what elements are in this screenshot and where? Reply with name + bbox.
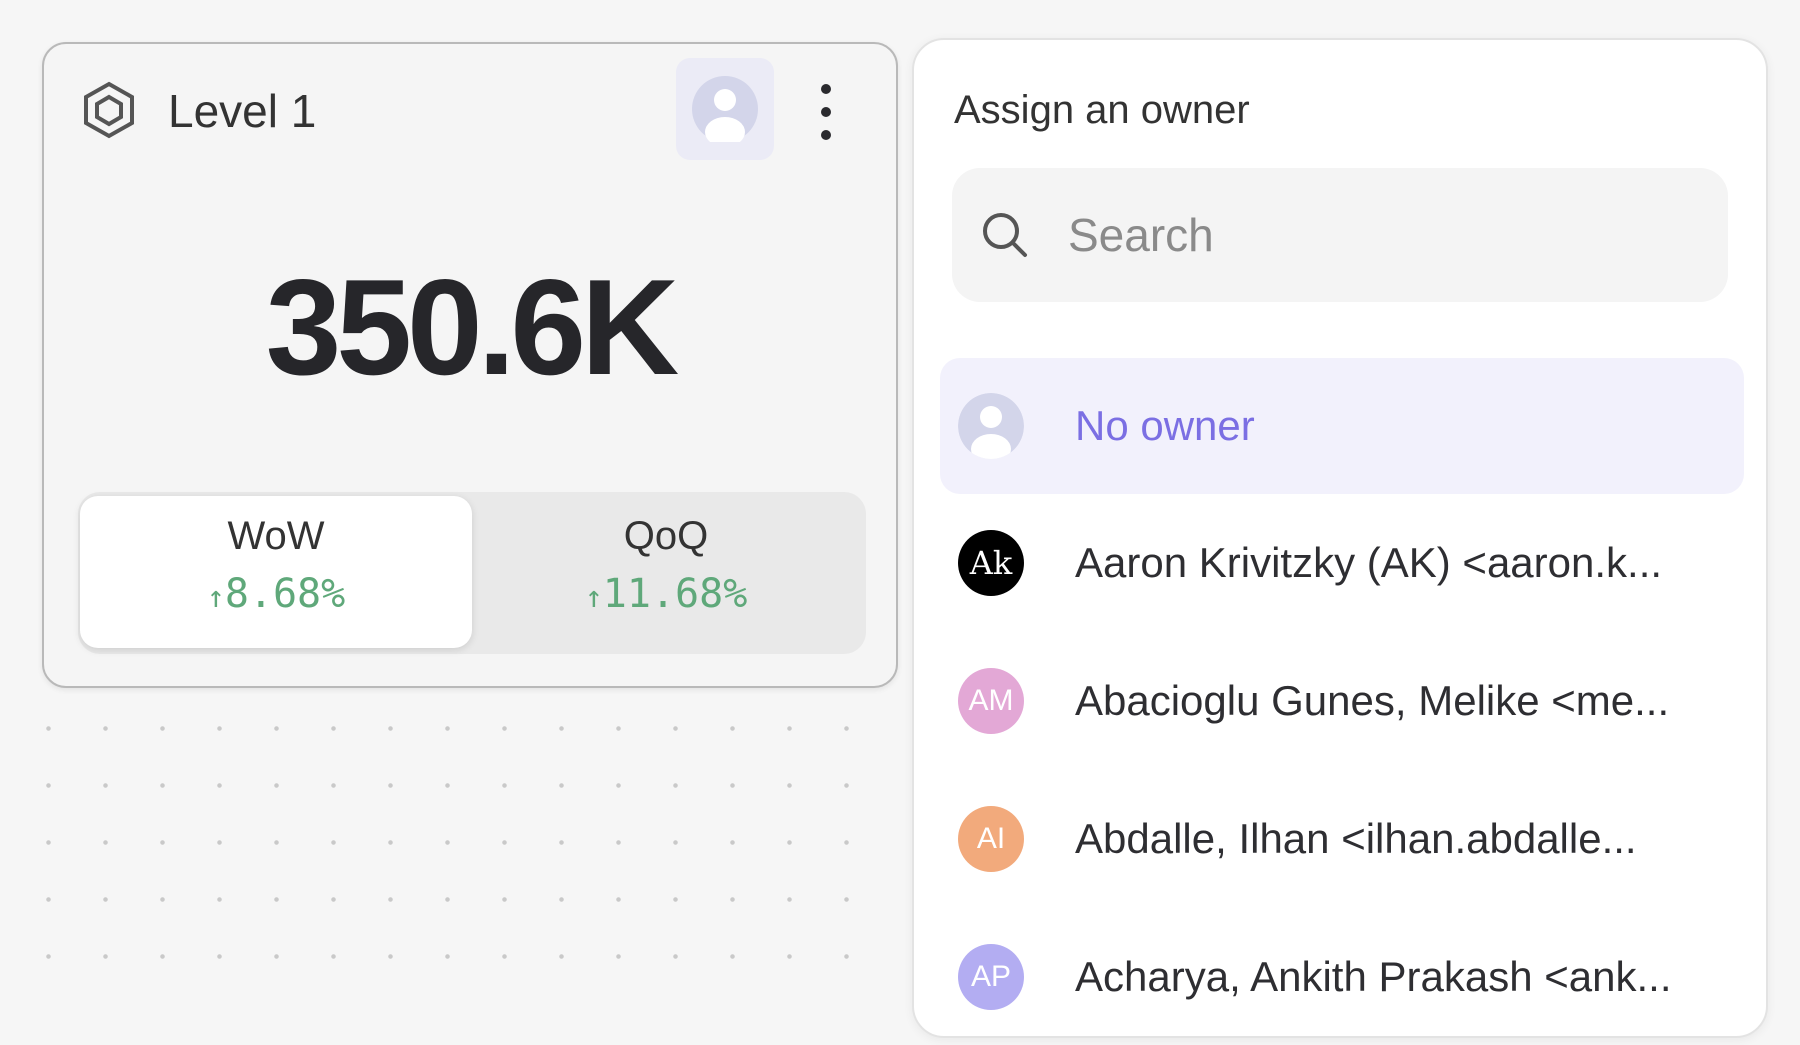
avatar: AM [958,668,1024,734]
change-value: ↑11.68% [584,571,748,617]
user-avatar-icon [692,76,758,142]
change-value: ↑8.68% [206,571,346,617]
dropdown-title: Assign an owner [954,88,1250,132]
metric-value: 350.6K [265,251,680,403]
card-title: Level 1 [168,85,317,137]
search-field[interactable] [952,168,1728,302]
toggle-label: QoQ [623,514,709,558]
option-label: Acharya, Ankith Prakash <ank... [1075,953,1672,1000]
assign-owner-button[interactable] [676,58,774,160]
owner-option[interactable]: AP Acharya, Ankith Prakash <ank... [940,909,1744,1045]
owner-option[interactable]: AM Abacioglu Gunes, Melike <me... [940,633,1744,769]
hexagon-icon [84,81,134,139]
avatar: AI [958,806,1024,872]
canvas-dot-grid [20,700,900,1011]
toggle-qoq[interactable]: QoQ ↑11.68% [470,496,862,648]
option-label: Aaron Krivitzky (AK) <aaron.k... [1075,539,1663,586]
toggle-label: WoW [227,514,325,558]
arrow-up-icon: ↑ [206,580,225,615]
assign-owner-dropdown: Assign an owner No owner Ak Aaron Krivit… [912,38,1768,1038]
kebab-menu-icon[interactable] [814,84,838,140]
comparison-toggle: WoW ↑8.68% QoQ ↑11.68% [78,492,866,654]
user-avatar-icon [958,393,1024,459]
option-label: No owner [1075,402,1255,449]
toggle-wow[interactable]: WoW ↑8.68% [80,496,472,648]
option-label: Abdalle, Ilhan <ilhan.abdalle... [1075,815,1637,862]
search-input[interactable] [1068,198,1668,272]
search-icon [983,213,1027,257]
owner-option-no-owner[interactable]: No owner [940,358,1744,494]
avatar: Ak [958,530,1024,596]
option-label: Abacioglu Gunes, Melike <me... [1075,677,1670,724]
owner-option[interactable]: Ak Aaron Krivitzky (AK) <aaron.k... [940,495,1744,631]
arrow-up-icon: ↑ [584,580,603,615]
avatar: AP [958,944,1024,1010]
metric-card[interactable]: Level 1 350.6K WoW ↑8.68% QoQ ↑11.68% [42,42,898,688]
owner-option[interactable]: AI Abdalle, Ilhan <ilhan.abdalle... [940,771,1744,907]
